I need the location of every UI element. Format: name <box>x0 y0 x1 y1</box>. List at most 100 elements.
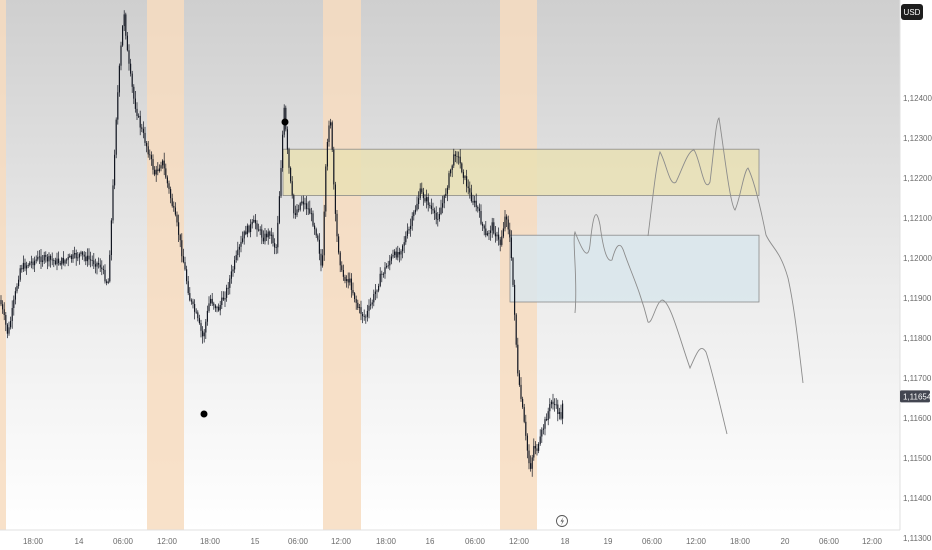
candle-body-63 <box>101 267 103 269</box>
x-tick-label-17: 20 <box>781 537 790 546</box>
candle-body-266 <box>426 197 428 202</box>
candle-body-170 <box>272 234 274 244</box>
candle-body-135 <box>216 306 218 309</box>
current-price-badge <box>900 390 930 403</box>
candle-body-215 <box>344 276 346 281</box>
candle-body-148 <box>237 249 239 256</box>
candle-body-200 <box>320 253 322 266</box>
candle-body-98 <box>157 169 159 172</box>
candle-body-304 <box>486 233 488 236</box>
x-tick-label-15: 12:00 <box>686 537 707 546</box>
candle-body-260 <box>416 203 418 210</box>
candle-body-19 <box>30 261 32 263</box>
candle-body-252 <box>403 242 405 246</box>
candle-body-195 <box>312 213 314 226</box>
candle-body-288 <box>461 163 463 173</box>
supply-zone-upper[interactable] <box>282 148 760 196</box>
x-tick-label-4: 18:00 <box>200 537 221 546</box>
candle-body-58 <box>93 260 95 265</box>
candle-body-29 <box>46 256 48 262</box>
candle-body-137 <box>219 305 221 311</box>
candle-body-221 <box>354 293 356 299</box>
candle-body-348 <box>557 404 559 414</box>
candle-body-126 <box>202 330 204 337</box>
candle-body-49 <box>78 254 80 258</box>
candle-body-64 <box>102 269 104 270</box>
candle-body-99 <box>158 168 160 171</box>
y-tick-label-2: 1,12200 <box>903 174 932 183</box>
candle-body-277 <box>443 195 445 204</box>
candle-body-183 <box>293 195 295 214</box>
candle-body-199 <box>318 239 320 254</box>
candle-body-43 <box>69 255 71 257</box>
candle-body-104 <box>166 177 168 184</box>
candle-body-191 <box>306 203 308 209</box>
candle-body-233 <box>373 294 375 303</box>
candle-body-130 <box>208 303 210 311</box>
swing-markers <box>200 118 289 418</box>
supply-zone-lower[interactable] <box>509 234 760 303</box>
candle-body-278 <box>445 193 447 196</box>
y-tick-label-9: 1,11500 <box>903 454 932 463</box>
candle-body-339 <box>542 428 544 430</box>
candle-body-149 <box>238 246 240 250</box>
candle-body-284 <box>454 154 456 156</box>
candle-body-297 <box>475 200 477 207</box>
lightning-icon[interactable] <box>556 515 568 527</box>
candle-body-242 <box>387 265 389 267</box>
candle-body-109 <box>174 207 176 215</box>
candle-body-327 <box>523 407 525 422</box>
candle-body-21 <box>34 260 36 266</box>
candle-body-45 <box>72 254 74 259</box>
x-tick-label-6: 06:00 <box>288 537 309 546</box>
candle-body-86 <box>138 115 140 117</box>
candle-body-163 <box>261 229 263 238</box>
candle-body-77 <box>123 14 125 27</box>
candle-body-42 <box>67 257 69 260</box>
candle-body-237 <box>379 273 381 286</box>
candle-body-120 <box>192 301 194 304</box>
y-tick-label-4: 1,12000 <box>903 254 932 263</box>
candle-body-101 <box>162 160 164 166</box>
zones[interactable] <box>282 148 760 303</box>
candle-body-153 <box>245 231 247 235</box>
candle-body-197 <box>315 229 317 236</box>
candle-body-315 <box>504 216 506 229</box>
candle-body-88 <box>141 127 143 129</box>
x-tick-label-13: 19 <box>604 537 613 546</box>
candle-body-60 <box>96 263 98 267</box>
candle-body-312 <box>499 239 501 245</box>
chart-icons[interactable] <box>556 515 568 527</box>
candle-body-325 <box>520 384 522 399</box>
candle-body-62 <box>99 264 101 268</box>
candle-body-74 <box>118 65 120 93</box>
x-axis[interactable]: 18:00 14 06:00 12:00 18:00 15 06:00 12:00 18:00 1… <box>0 529 900 546</box>
candle-body-113 <box>181 240 183 257</box>
candle-body-192 <box>307 208 309 210</box>
candle-body-289 <box>462 172 464 178</box>
candle-body-336 <box>538 443 540 451</box>
currency-badge[interactable]: USD <box>901 4 923 20</box>
candle-body-225 <box>360 307 362 314</box>
candle-body-319 <box>510 237 512 258</box>
y-tick-label-3: 1,12100 <box>903 214 932 223</box>
y-axis[interactable]: 1,12400 1,12300 1,12200 1,12100 1,12000 1,119… <box>899 0 932 543</box>
swing-high-15 <box>281 118 289 126</box>
candle-body-103 <box>165 168 167 178</box>
candle-body-69 <box>110 220 112 255</box>
candle-body-128 <box>205 321 207 333</box>
candle-body-182 <box>291 181 293 196</box>
candle-body-67 <box>107 281 109 283</box>
candle-body-280 <box>448 173 450 188</box>
candle-body-308 <box>493 222 495 234</box>
candle-body-4 <box>6 324 8 334</box>
candle-body-169 <box>270 234 272 236</box>
candle-body-244 <box>390 256 392 261</box>
candle-body-123 <box>197 312 199 319</box>
y-tick-label-1: 1,12300 <box>903 134 932 143</box>
candle-body-287 <box>459 156 461 164</box>
candle-body-56 <box>90 259 92 261</box>
session-highlights <box>0 0 537 530</box>
